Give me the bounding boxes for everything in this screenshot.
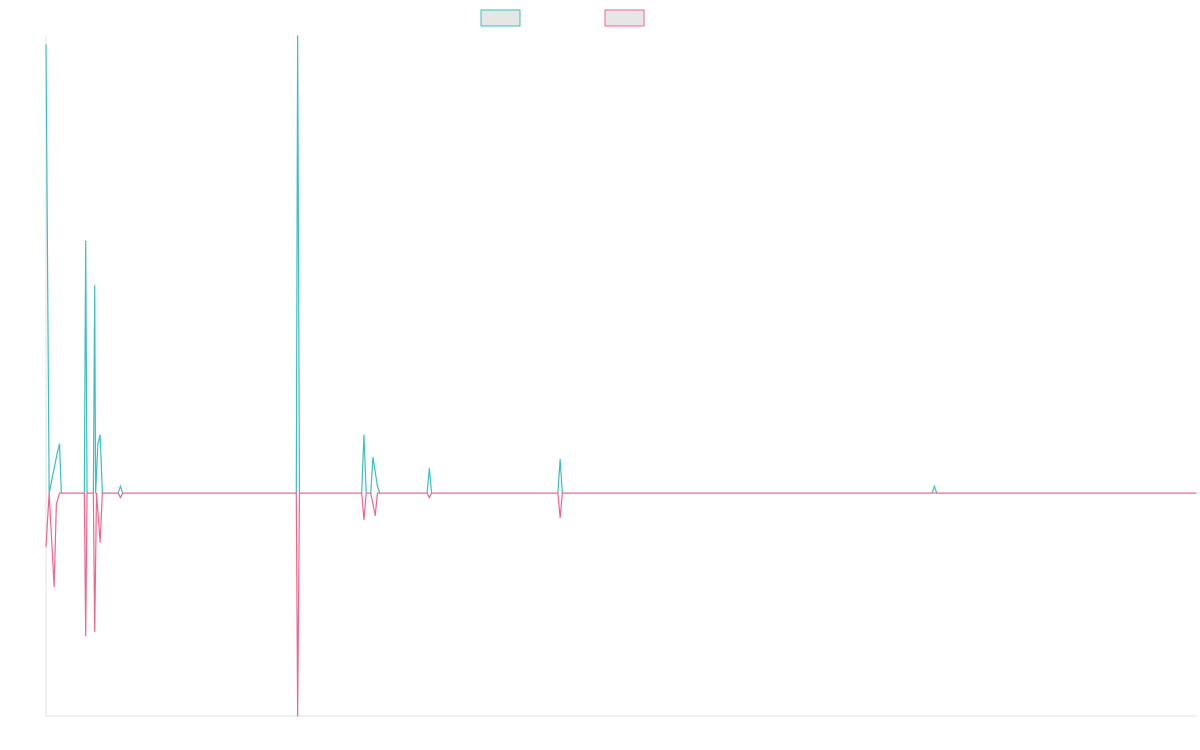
legend-swatch-2[interactable]: [604, 9, 645, 27]
data-point: [370, 492, 372, 494]
data-point: [559, 516, 561, 519]
data-point: [85, 240, 87, 242]
data-point: [92, 492, 94, 494]
data-point: [83, 492, 85, 494]
data-point: [365, 492, 367, 494]
data-point: [933, 485, 936, 487]
data-point: [58, 443, 61, 445]
series-layer: [45, 35, 1197, 717]
data-point: [101, 492, 103, 494]
data-point: [99, 434, 101, 436]
legend-swatch-1[interactable]: [480, 9, 521, 27]
series-2: [45, 492, 1197, 717]
data-point: [430, 492, 433, 494]
data-point: [428, 467, 430, 470]
data-point: [85, 635, 87, 637]
data-point: [99, 541, 101, 543]
data-point: [557, 492, 559, 494]
data-point: [559, 459, 561, 461]
data-point: [86, 492, 88, 494]
data-point: [428, 496, 430, 499]
data-point: [56, 452, 58, 454]
data-point: [363, 519, 365, 521]
data-point: [1195, 492, 1197, 494]
data-point: [119, 496, 122, 499]
data-point: [374, 514, 376, 516]
data-point: [97, 443, 99, 445]
data-point: [363, 434, 365, 436]
data-point: [45, 545, 47, 548]
data-point: [376, 485, 379, 487]
axes: [45, 36, 1196, 717]
legend: [480, 9, 645, 27]
data-point: [297, 35, 299, 37]
data-point: [117, 492, 119, 494]
data-point: [94, 285, 96, 287]
data-point: [361, 492, 363, 494]
data-point: [298, 492, 301, 494]
data-point: [372, 456, 374, 458]
data-point: [45, 44, 47, 46]
data-point: [58, 492, 61, 494]
series-1: [45, 35, 1197, 494]
data-point: [561, 492, 563, 494]
data-point: [94, 630, 96, 632]
data-point: [376, 492, 379, 494]
data-point: [55, 503, 57, 505]
data-point: [426, 492, 428, 494]
data-point: [122, 492, 124, 494]
series-line-1: [45, 35, 1196, 494]
data-point: [119, 485, 122, 487]
data-point: [295, 492, 297, 494]
data-point: [48, 492, 50, 494]
data-point: [53, 586, 55, 588]
data-point: [297, 715, 299, 717]
series-line-2: [45, 492, 1196, 717]
data-point: [95, 492, 98, 494]
